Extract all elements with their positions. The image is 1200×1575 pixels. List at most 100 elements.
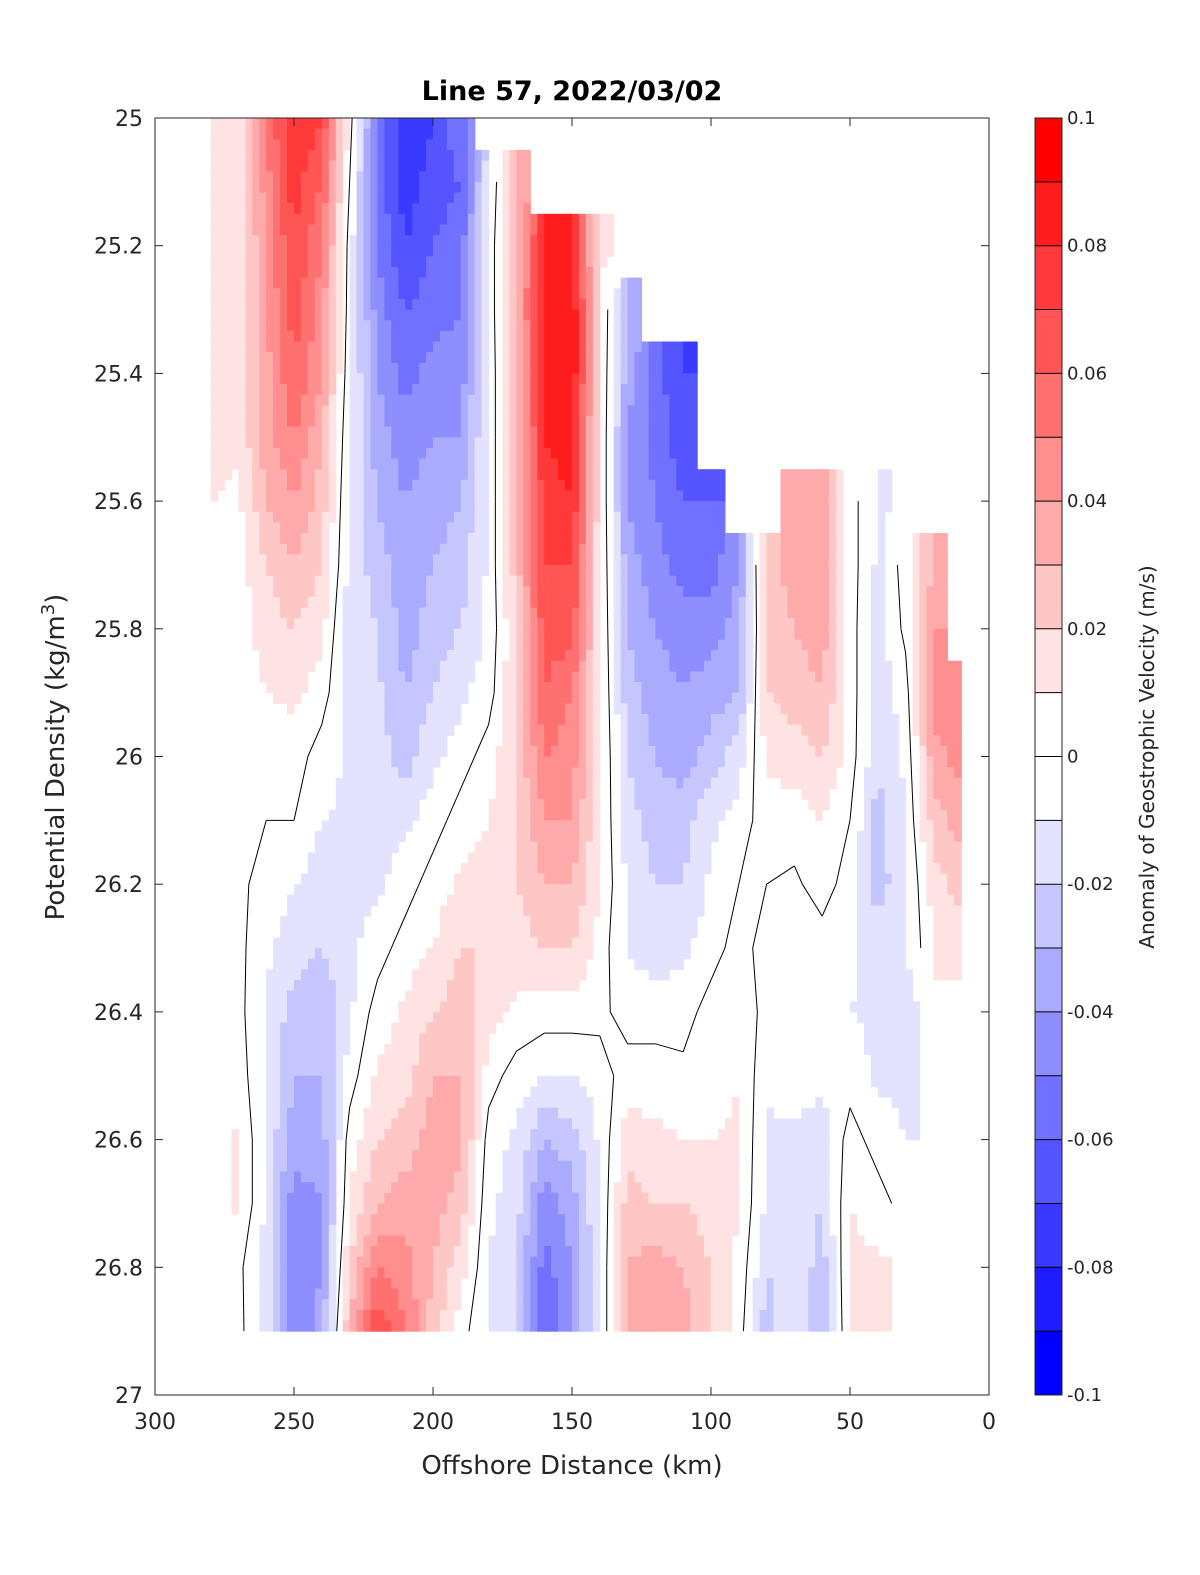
contour-cell [585, 586, 594, 598]
contour-cell [266, 1320, 274, 1332]
contour-cell [280, 554, 288, 566]
contour-cell [592, 1203, 601, 1215]
contour-cell [516, 1160, 524, 1173]
contour-cell [634, 703, 643, 715]
contour-cell [433, 543, 441, 555]
contour-cell [502, 1171, 510, 1183]
contour-cell [307, 394, 316, 406]
contour-cell [314, 650, 323, 662]
contour-cell [335, 160, 344, 172]
contour-cell [321, 160, 330, 172]
contour-cell [585, 330, 594, 342]
contour-cell [391, 352, 399, 364]
contour-cell [412, 256, 420, 268]
contour-cell [314, 1022, 323, 1034]
contour-cell [530, 916, 538, 928]
contour-cell [419, 1224, 427, 1236]
contour-cell [433, 735, 441, 747]
contour-cell [294, 1043, 302, 1055]
contour-cell [537, 618, 545, 630]
contour-cell [530, 671, 538, 683]
contour-cell [252, 511, 260, 523]
contour-cell [426, 394, 434, 406]
contour-cell [280, 447, 288, 460]
contour-cell [433, 1011, 441, 1024]
contour-cell [273, 416, 281, 428]
contour-cell [349, 277, 358, 289]
contour-cell [217, 277, 226, 289]
contour-cell [446, 330, 455, 342]
contour-cell [314, 171, 323, 183]
contour-cell [474, 628, 483, 640]
contour-cell [287, 1011, 295, 1024]
contour-cell [335, 1033, 344, 1045]
contour-cell [384, 224, 392, 236]
contour-cell [634, 501, 643, 513]
contour-cell [592, 1320, 601, 1332]
contour-cell [579, 809, 587, 821]
contour-cell [426, 1097, 434, 1109]
contour-cell [266, 118, 274, 130]
contour-cell [433, 267, 441, 279]
contour-cell [558, 298, 566, 311]
contour-cell [433, 362, 441, 374]
contour-cell [384, 639, 392, 651]
contour-cell [439, 267, 448, 279]
contour-cell [565, 1182, 573, 1194]
contour-cell [426, 267, 434, 279]
contour-cell [363, 1246, 372, 1258]
contour-cell [349, 671, 358, 683]
contour-cell [356, 458, 365, 470]
contour-cell [356, 288, 365, 300]
contour-cell [481, 160, 490, 172]
contour-cell [314, 1203, 323, 1215]
contour-cell [467, 192, 476, 204]
contour-cell [405, 160, 413, 172]
contour-cell [474, 894, 483, 906]
contour-cell [544, 575, 552, 587]
contour-cell [502, 745, 510, 758]
contour-cell [627, 692, 636, 704]
contour-cell [287, 703, 295, 715]
contour-cell [453, 128, 462, 140]
contour-cell [412, 618, 420, 630]
contour-cell [419, 426, 427, 438]
contour-cell [641, 479, 650, 491]
contour-cell [419, 522, 427, 534]
contour-cell [294, 373, 302, 385]
contour-cell [579, 405, 587, 417]
contour-cell [579, 277, 587, 289]
contour-cell [328, 171, 337, 183]
contour-cell [307, 1043, 316, 1055]
contour-cell [384, 831, 392, 843]
contour-cell [398, 256, 406, 268]
contour-cell [287, 213, 295, 225]
contour-cell [259, 192, 267, 204]
contour-cell [516, 916, 524, 928]
contour-cell [558, 267, 566, 279]
contour-cell [592, 820, 601, 832]
contour-cell [328, 1288, 337, 1300]
contour-cell [300, 171, 309, 183]
contour-cell [384, 607, 392, 619]
contour-cell [627, 511, 636, 523]
contour-cell [620, 799, 629, 811]
contour-cell [328, 245, 337, 257]
contour-cell [426, 288, 434, 300]
contour-cell [252, 139, 260, 151]
contour-cell [307, 1224, 316, 1236]
contour-cell [488, 990, 497, 1002]
contour-cell [419, 735, 427, 747]
contour-cell [384, 426, 392, 438]
contour-cell [627, 298, 636, 311]
contour-cell [516, 756, 524, 768]
contour-cell [259, 511, 267, 523]
contour-cell [377, 692, 385, 704]
contour-cell [481, 384, 490, 396]
contour-cell [585, 1097, 594, 1109]
contour-cell [585, 809, 594, 821]
contour-cell [579, 1192, 587, 1204]
contour-cell [259, 469, 267, 481]
contour-cell [474, 362, 483, 374]
contour-cell [579, 692, 587, 704]
